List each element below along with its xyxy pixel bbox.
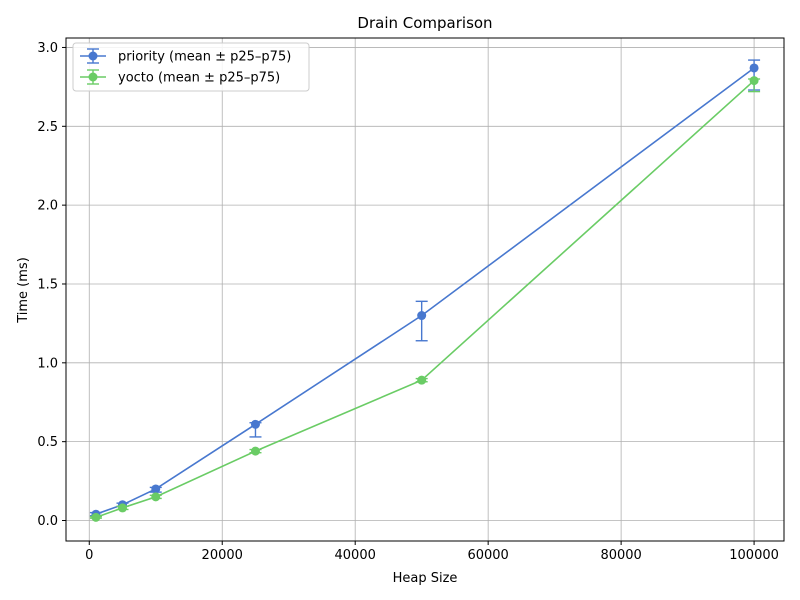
x-tick-label: 60000: [467, 548, 508, 563]
series-yocto: [89, 76, 761, 522]
data-point: [91, 512, 101, 522]
y-tick-label: 1.5: [37, 277, 58, 292]
y-axis-label: Time (ms): [16, 257, 31, 324]
data-point: [250, 446, 260, 456]
plot-frame: [65, 37, 785, 542]
data-point: [151, 492, 161, 502]
x-tick-label: 0: [85, 548, 93, 563]
x-tick-label: 100000: [729, 548, 779, 563]
data-point: [417, 375, 427, 385]
data-point: [749, 76, 759, 86]
y-tick-label: 0.0: [37, 514, 58, 529]
legend-box: [72, 42, 310, 92]
x-axis-label: Heap Size: [393, 571, 458, 586]
data-point: [749, 63, 759, 73]
x-axis: 0 20000 40000 60000 80000 100000: [85, 541, 779, 563]
data-point: [250, 419, 260, 429]
legend: priority (mean ± p25–p75) yocto (mean ± p…: [72, 42, 310, 92]
y-tick-label: 0.5: [37, 435, 58, 450]
y-tick-label: 1.0: [37, 356, 58, 371]
y-tick-label: 2.0: [37, 199, 58, 214]
x-tick-label: 80000: [600, 548, 641, 563]
x-tick-label: 40000: [335, 548, 376, 563]
y-tick-label: 3.0: [37, 41, 58, 56]
y-tick-label: 2.5: [37, 120, 58, 135]
chart-title: Drain Comparison: [357, 14, 492, 32]
legend-marker: [88, 51, 98, 61]
legend-label: yocto (mean ± p25–p75): [118, 71, 280, 86]
grid: [66, 38, 784, 541]
data-point: [417, 311, 427, 321]
x-tick-label: 20000: [202, 548, 243, 563]
data-point: [151, 484, 161, 494]
series-layer: [89, 59, 761, 522]
y-axis: 0.0 0.5 1.0 1.5 2.0 2.5 3.0: [37, 41, 66, 529]
legend-marker: [88, 72, 98, 82]
data-point: [118, 503, 128, 513]
legend-label: priority (mean ± p25–p75): [118, 50, 291, 65]
